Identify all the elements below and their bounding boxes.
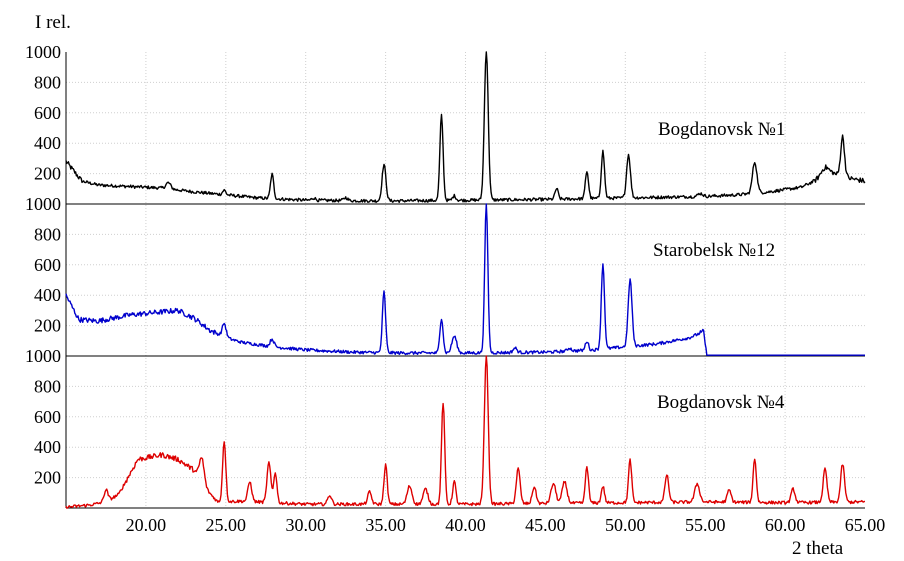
y-tick-label: 400 xyxy=(34,133,61,153)
y-tick-label: 200 xyxy=(34,468,61,488)
series-line xyxy=(65,355,866,509)
x-axis-label: 2 theta xyxy=(792,538,844,559)
x-tick-label: 60.00 xyxy=(765,515,806,535)
y-tick-label: 1000 xyxy=(25,42,61,62)
x-tick-label: 35.00 xyxy=(365,515,406,535)
x-tick-label: 20.00 xyxy=(126,515,167,535)
y-tick-label: 1000 xyxy=(25,346,61,366)
series-label: Bogdanovsk №1 xyxy=(658,119,785,140)
y-tick-label: 600 xyxy=(34,255,61,275)
x-tick-label: 30.00 xyxy=(285,515,326,535)
x-tick-label: 25.00 xyxy=(206,515,247,535)
y-tick-label: 600 xyxy=(34,103,61,123)
series-line xyxy=(65,203,865,356)
y-tick-label: 800 xyxy=(34,72,61,92)
series-line xyxy=(65,51,866,204)
y-tick-label: 800 xyxy=(34,376,61,396)
x-tick-label: 55.00 xyxy=(685,515,726,535)
series-label: Starobelsk №12 xyxy=(653,240,775,261)
x-tick-label: 50.00 xyxy=(605,515,646,535)
y-tick-label: 200 xyxy=(34,316,61,336)
y-tick-label: 1000 xyxy=(25,194,61,214)
y-tick-label: 200 xyxy=(34,164,61,184)
y-tick-label: 400 xyxy=(34,285,61,305)
y-tick-label: 800 xyxy=(34,224,61,244)
y-tick-label: 600 xyxy=(34,407,61,427)
y-axis-label: I rel. xyxy=(35,12,71,33)
y-tick-label: 400 xyxy=(34,437,61,457)
x-tick-label: 65.00 xyxy=(845,515,886,535)
grid xyxy=(66,52,865,508)
x-tick-label: 40.00 xyxy=(445,515,486,535)
series-label: Bogdanovsk №4 xyxy=(657,392,785,413)
x-tick-label: 45.00 xyxy=(525,515,566,535)
